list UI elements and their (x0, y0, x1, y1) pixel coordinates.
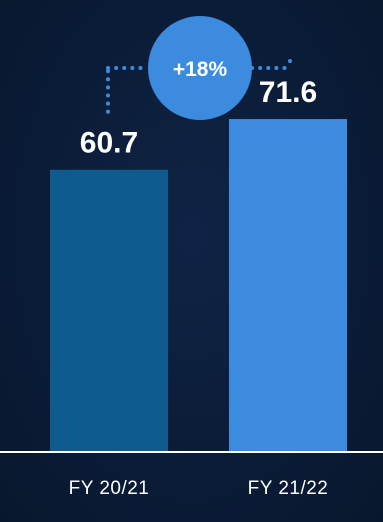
x-tick-label-2: FY 21/22 (248, 478, 329, 499)
bar-value-label-2: 71.6 (259, 76, 317, 109)
change-badge-circle (148, 16, 252, 120)
connector-layer (106, 59, 292, 114)
labels-layer: 60.7 71.6 (80, 76, 317, 160)
x-tick-label-1: FY 20/21 (69, 478, 150, 499)
bar-value-label-1: 60.7 (80, 127, 138, 160)
bar-1 (50, 169, 168, 452)
bar-2 (229, 119, 347, 452)
x-ticks-layer: FY 20/21 FY 21/22 (69, 478, 329, 499)
change-badge-label: +18% (173, 58, 228, 81)
change-badge: +18% (148, 16, 252, 120)
bars-layer (50, 119, 347, 452)
